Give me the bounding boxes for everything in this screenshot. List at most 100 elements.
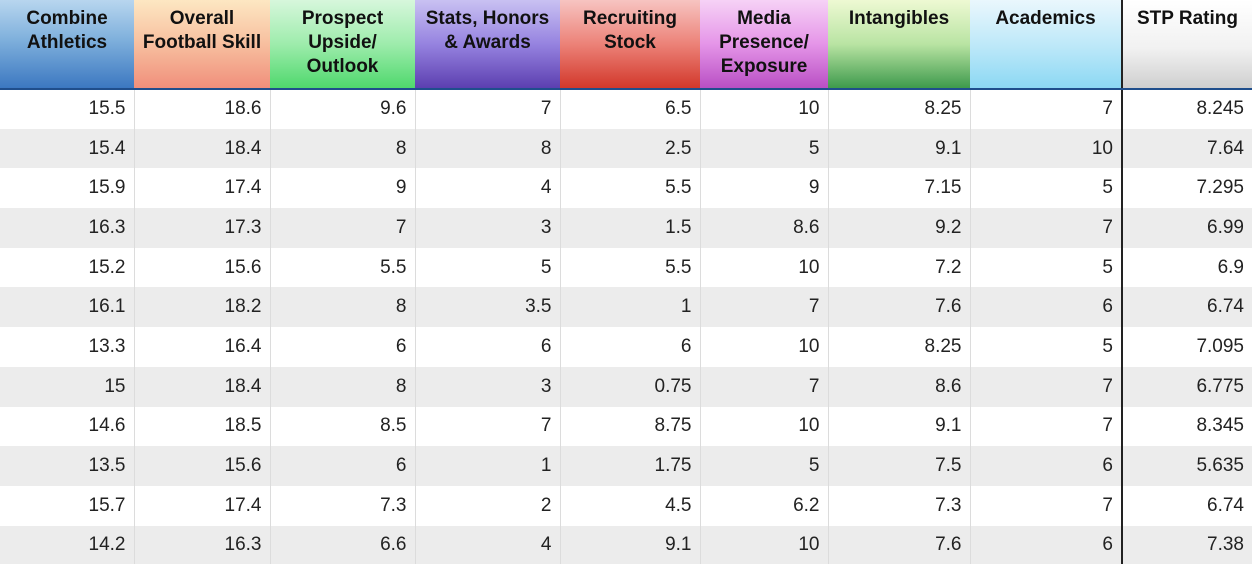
cell-stp-rating[interactable]: 6.99 bbox=[1121, 208, 1252, 248]
cell-recruiting-stock[interactable]: 5.5 bbox=[559, 168, 700, 209]
cell-overall-football-skill[interactable]: 17.4 bbox=[133, 168, 270, 209]
column-header-intangibles[interactable]: Intangibles bbox=[828, 0, 970, 90]
cell-prospect-upside[interactable]: 7.3 bbox=[269, 485, 415, 526]
cell-combine-athletics[interactable]: 15 bbox=[0, 366, 134, 407]
cell-media-presence[interactable]: 10 bbox=[699, 406, 828, 447]
cell-recruiting-stock[interactable]: 8.75 bbox=[559, 406, 700, 447]
cell-stats-honors-awards[interactable]: 7 bbox=[414, 406, 560, 447]
cell-media-presence[interactable]: 10 bbox=[699, 525, 828, 564]
cell-media-presence[interactable]: 5 bbox=[699, 128, 828, 169]
cell-academics[interactable]: 7 bbox=[969, 366, 1122, 407]
cell-academics[interactable]: 7 bbox=[969, 406, 1122, 447]
cell-prospect-upside[interactable]: 7 bbox=[269, 208, 415, 248]
cell-media-presence[interactable]: 10 bbox=[699, 89, 828, 129]
cell-stp-rating[interactable]: 6.9 bbox=[1121, 247, 1252, 288]
cell-combine-athletics[interactable]: 13.3 bbox=[0, 327, 134, 367]
cell-intangibles[interactable]: 9.1 bbox=[827, 406, 970, 447]
cell-recruiting-stock[interactable]: 9.1 bbox=[559, 525, 700, 564]
cell-intangibles[interactable]: 7.15 bbox=[827, 168, 970, 209]
cell-academics[interactable]: 6 bbox=[969, 525, 1122, 564]
column-header-media-presence[interactable]: Media Presence/ Exposure bbox=[700, 0, 828, 90]
cell-combine-athletics[interactable]: 16.1 bbox=[0, 287, 134, 328]
cell-stp-rating[interactable]: 8.345 bbox=[1121, 406, 1252, 447]
cell-stp-rating[interactable]: 6.74 bbox=[1121, 287, 1252, 328]
cell-media-presence[interactable]: 8.6 bbox=[699, 208, 828, 248]
cell-stp-rating[interactable]: 8.245 bbox=[1121, 89, 1252, 129]
cell-stp-rating[interactable]: 6.775 bbox=[1121, 366, 1252, 407]
cell-intangibles[interactable]: 8.25 bbox=[827, 327, 970, 367]
cell-recruiting-stock[interactable]: 6.5 bbox=[559, 89, 700, 129]
cell-stp-rating[interactable]: 6.74 bbox=[1121, 485, 1252, 526]
cell-academics[interactable]: 7 bbox=[969, 89, 1122, 129]
cell-overall-football-skill[interactable]: 18.4 bbox=[133, 366, 270, 407]
cell-prospect-upside[interactable]: 9 bbox=[269, 168, 415, 209]
cell-stats-honors-awards[interactable]: 6 bbox=[414, 327, 560, 367]
cell-overall-football-skill[interactable]: 16.3 bbox=[133, 525, 270, 564]
cell-overall-football-skill[interactable]: 18.4 bbox=[133, 128, 270, 169]
cell-intangibles[interactable]: 7.6 bbox=[827, 287, 970, 328]
cell-intangibles[interactable]: 9.1 bbox=[827, 128, 970, 169]
cell-media-presence[interactable]: 6.2 bbox=[699, 485, 828, 526]
cell-academics[interactable]: 7 bbox=[969, 485, 1122, 526]
column-header-overall-football-skill[interactable]: Overall Football Skill bbox=[134, 0, 270, 90]
cell-media-presence[interactable]: 10 bbox=[699, 327, 828, 367]
cell-combine-athletics[interactable]: 14.6 bbox=[0, 406, 134, 447]
cell-stats-honors-awards[interactable]: 3 bbox=[414, 366, 560, 407]
cell-combine-athletics[interactable]: 15.4 bbox=[0, 128, 134, 169]
cell-prospect-upside[interactable]: 8 bbox=[269, 366, 415, 407]
cell-stats-honors-awards[interactable]: 4 bbox=[414, 525, 560, 564]
cell-overall-football-skill[interactable]: 15.6 bbox=[133, 446, 270, 486]
cell-recruiting-stock[interactable]: 0.75 bbox=[559, 366, 700, 407]
cell-recruiting-stock[interactable]: 1.75 bbox=[559, 446, 700, 486]
cell-media-presence[interactable]: 5 bbox=[699, 446, 828, 486]
cell-combine-athletics[interactable]: 14.2 bbox=[0, 525, 134, 564]
cell-overall-football-skill[interactable]: 18.5 bbox=[133, 406, 270, 447]
cell-stats-honors-awards[interactable]: 4 bbox=[414, 168, 560, 209]
cell-intangibles[interactable]: 8.6 bbox=[827, 366, 970, 407]
cell-stp-rating[interactable]: 7.095 bbox=[1121, 327, 1252, 367]
cell-stats-honors-awards[interactable]: 1 bbox=[414, 446, 560, 486]
cell-academics[interactable]: 6 bbox=[969, 287, 1122, 328]
cell-media-presence[interactable]: 9 bbox=[699, 168, 828, 209]
cell-stats-honors-awards[interactable]: 3.5 bbox=[414, 287, 560, 328]
cell-stp-rating[interactable]: 7.64 bbox=[1121, 128, 1252, 169]
cell-combine-athletics[interactable]: 16.3 bbox=[0, 208, 134, 248]
cell-stp-rating[interactable]: 7.295 bbox=[1121, 168, 1252, 209]
cell-recruiting-stock[interactable]: 4.5 bbox=[559, 485, 700, 526]
cell-combine-athletics[interactable]: 15.5 bbox=[0, 89, 134, 129]
cell-media-presence[interactable]: 7 bbox=[699, 287, 828, 328]
cell-prospect-upside[interactable]: 8 bbox=[269, 128, 415, 169]
cell-combine-athletics[interactable]: 13.5 bbox=[0, 446, 134, 486]
cell-stats-honors-awards[interactable]: 8 bbox=[414, 128, 560, 169]
cell-prospect-upside[interactable]: 9.6 bbox=[269, 89, 415, 129]
cell-academics[interactable]: 5 bbox=[969, 327, 1122, 367]
cell-overall-football-skill[interactable]: 18.2 bbox=[133, 287, 270, 328]
cell-overall-football-skill[interactable]: 17.4 bbox=[133, 485, 270, 526]
cell-prospect-upside[interactable]: 8 bbox=[269, 287, 415, 328]
cell-intangibles[interactable]: 7.3 bbox=[827, 485, 970, 526]
cell-academics[interactable]: 6 bbox=[969, 446, 1122, 486]
cell-prospect-upside[interactable]: 6.6 bbox=[269, 525, 415, 564]
cell-overall-football-skill[interactable]: 18.6 bbox=[133, 89, 270, 129]
cell-recruiting-stock[interactable]: 6 bbox=[559, 327, 700, 367]
cell-stats-honors-awards[interactable]: 2 bbox=[414, 485, 560, 526]
cell-academics[interactable]: 7 bbox=[969, 208, 1122, 248]
cell-combine-athletics[interactable]: 15.2 bbox=[0, 247, 134, 288]
cell-intangibles[interactable]: 7.2 bbox=[827, 247, 970, 288]
cell-media-presence[interactable]: 10 bbox=[699, 247, 828, 288]
column-header-academics[interactable]: Academics bbox=[970, 0, 1122, 90]
cell-media-presence[interactable]: 7 bbox=[699, 366, 828, 407]
cell-recruiting-stock[interactable]: 1.5 bbox=[559, 208, 700, 248]
column-header-combine-athletics[interactable]: Combine Athletics bbox=[0, 0, 134, 90]
cell-prospect-upside[interactable]: 6 bbox=[269, 327, 415, 367]
cell-academics[interactable]: 10 bbox=[969, 128, 1122, 169]
column-header-prospect-upside[interactable]: Prospect Upside/ Outlook bbox=[270, 0, 415, 90]
cell-stp-rating[interactable]: 7.38 bbox=[1121, 525, 1252, 564]
cell-stats-honors-awards[interactable]: 7 bbox=[414, 89, 560, 129]
cell-overall-football-skill[interactable]: 15.6 bbox=[133, 247, 270, 288]
cell-prospect-upside[interactable]: 6 bbox=[269, 446, 415, 486]
cell-intangibles[interactable]: 7.5 bbox=[827, 446, 970, 486]
cell-intangibles[interactable]: 8.25 bbox=[827, 89, 970, 129]
cell-overall-football-skill[interactable]: 16.4 bbox=[133, 327, 270, 367]
cell-recruiting-stock[interactable]: 1 bbox=[559, 287, 700, 328]
